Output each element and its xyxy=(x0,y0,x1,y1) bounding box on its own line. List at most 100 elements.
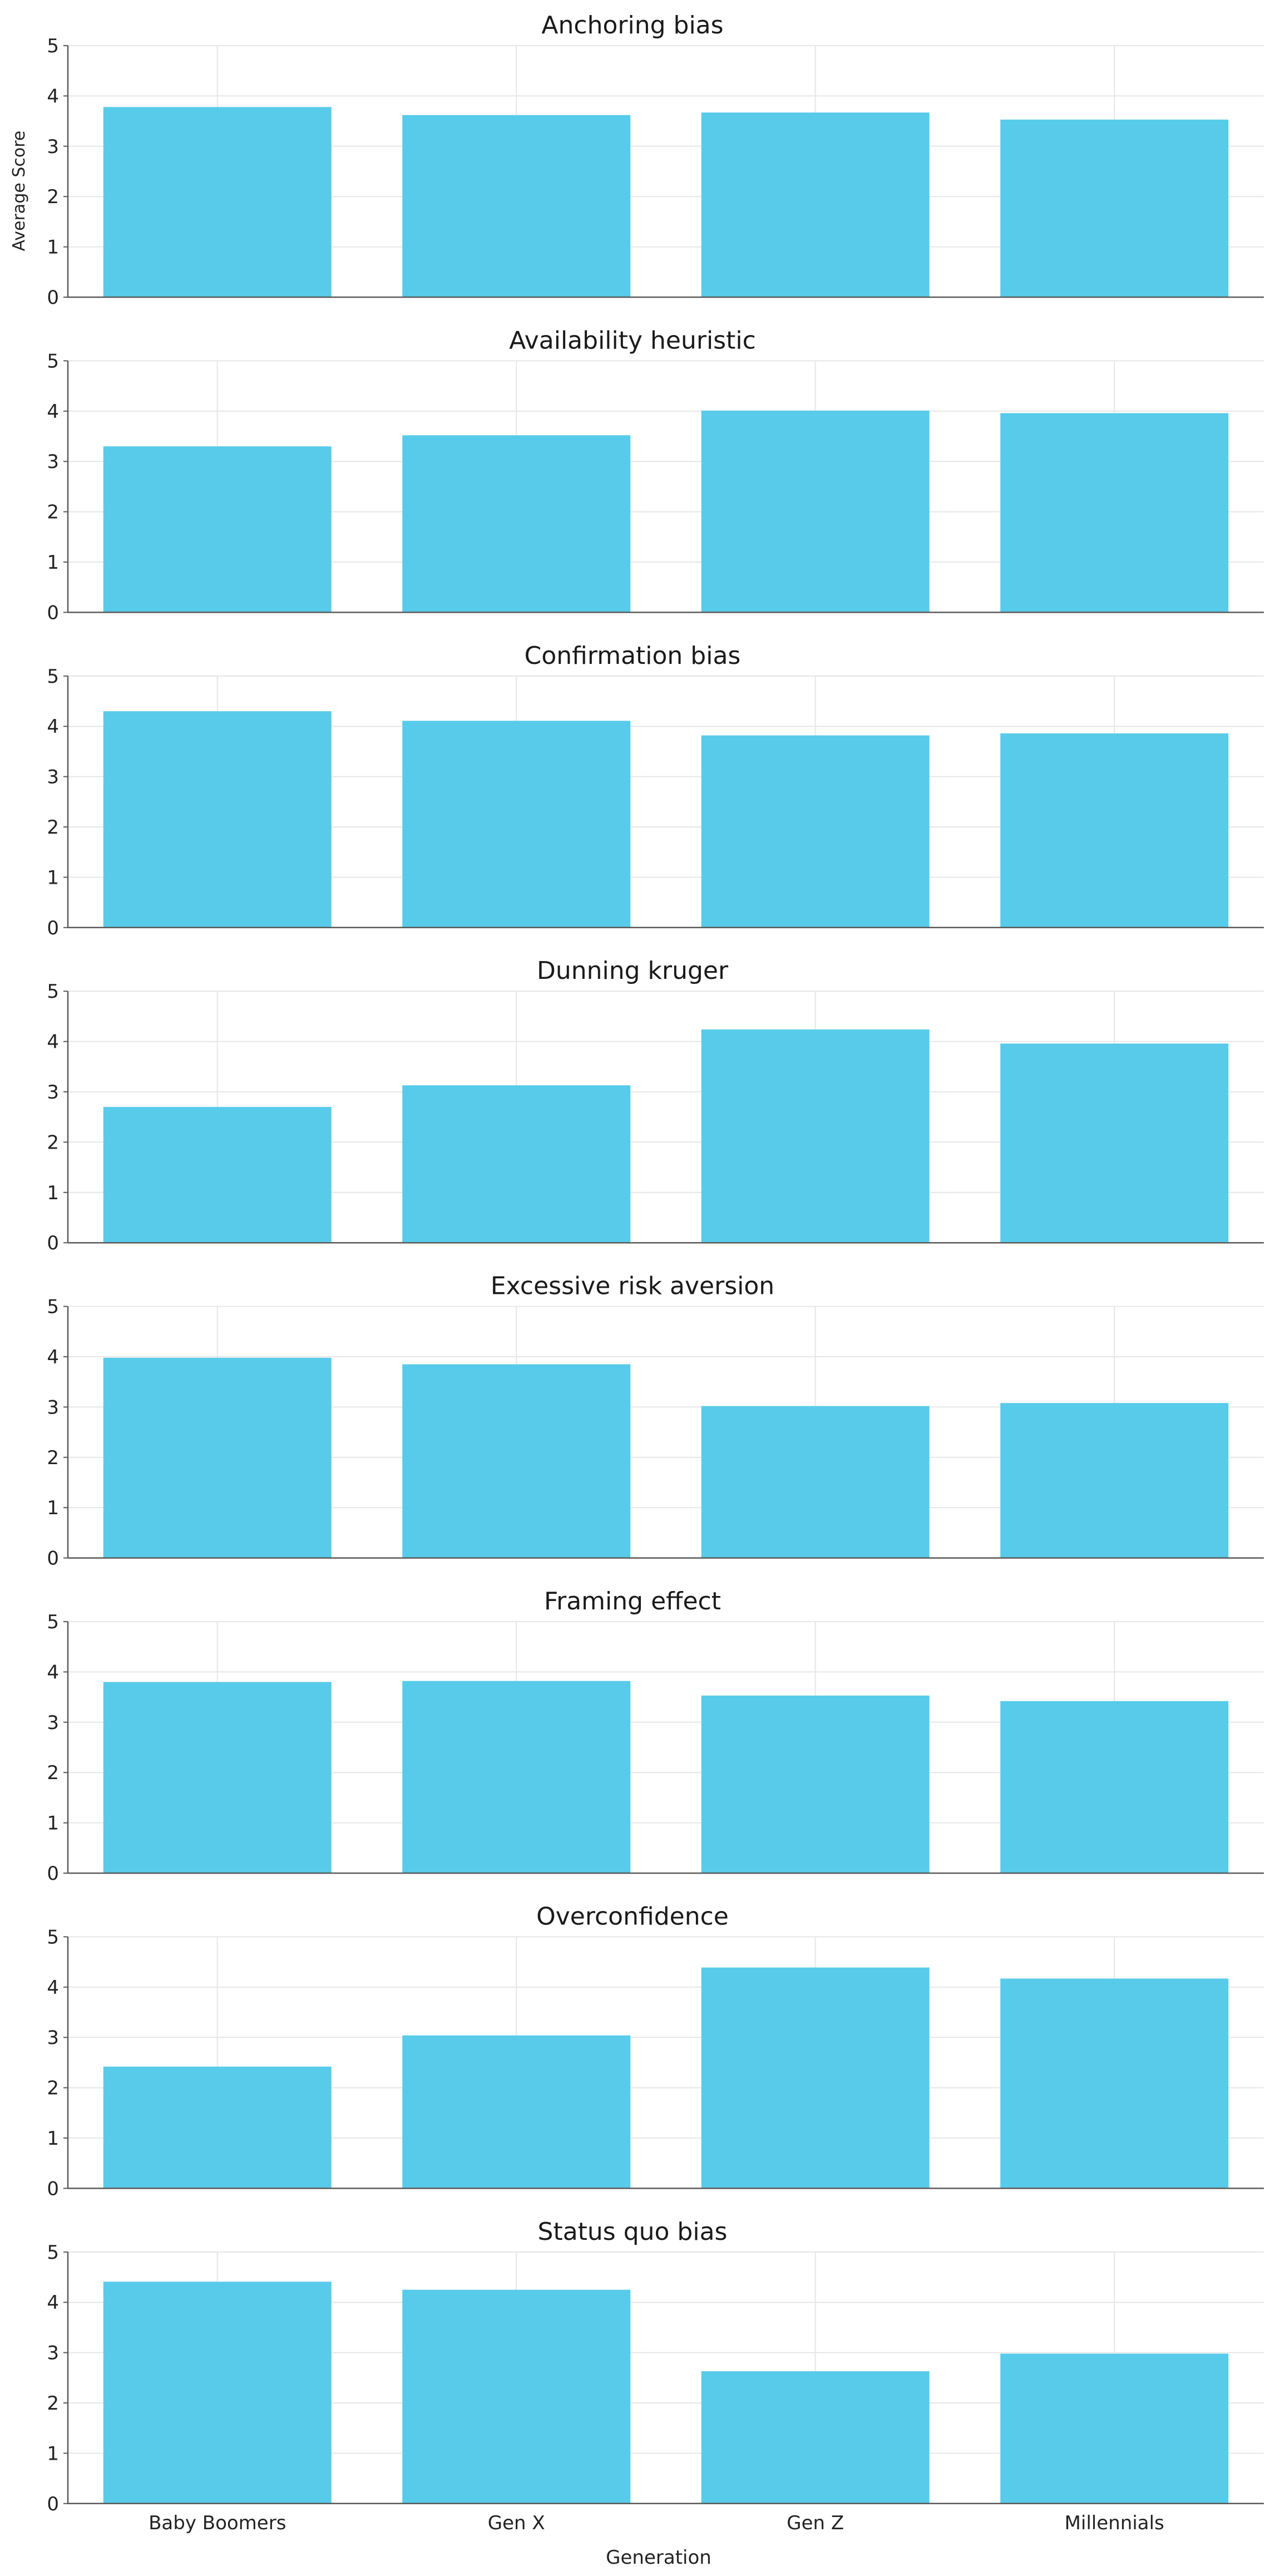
bar xyxy=(1000,1043,1229,1243)
bar xyxy=(103,107,332,297)
chart-panel: Status quo bias 0 1 2 3 4 5 Baby Boomers Gen X Ge… xyxy=(47,2218,1264,2534)
bar xyxy=(1000,2353,1229,2504)
y-tick-label: 3 xyxy=(47,1396,59,1418)
bar xyxy=(402,1364,631,1558)
panel-title: Availability heuristic xyxy=(509,326,756,354)
y-tick-label: 0 xyxy=(47,2178,59,2200)
y-tick-label: 4 xyxy=(47,716,59,738)
chart-panel: Confirmation bias 0 1 2 3 4 5 xyxy=(47,642,1264,939)
y-tick-label: 5 xyxy=(47,1611,59,1633)
panel-title: Status quo bias xyxy=(538,2218,728,2246)
bar xyxy=(402,435,631,613)
y-axis-label: Average Score xyxy=(9,131,29,252)
y-tick-label: 4 xyxy=(47,1977,59,1999)
y-tick-label: 3 xyxy=(47,766,59,789)
bar xyxy=(103,711,332,928)
y-tick-label: 0 xyxy=(47,1548,59,1570)
y-tick-label: 1 xyxy=(47,866,59,889)
y-tick-label: 3 xyxy=(47,1081,59,1104)
y-tick-label: 1 xyxy=(47,237,59,259)
bar xyxy=(701,735,930,928)
y-tick-label: 4 xyxy=(47,85,59,107)
panel-title: Confirmation bias xyxy=(525,642,741,670)
x-tick-label: Gen X xyxy=(488,2512,545,2534)
y-tick-label: 5 xyxy=(47,350,59,372)
y-tick-label: 4 xyxy=(47,1661,59,1683)
bar xyxy=(1000,1701,1229,1873)
bar xyxy=(701,1967,930,2189)
bar xyxy=(402,1085,631,1243)
bar xyxy=(701,1406,930,1558)
chart-panel: Excessive risk aversion 0 1 2 3 4 5 xyxy=(47,1272,1264,1570)
bar xyxy=(1000,1978,1229,2189)
panel-title: Excessive risk aversion xyxy=(491,1272,774,1301)
bar xyxy=(1000,413,1229,613)
bar xyxy=(402,2035,631,2189)
bar xyxy=(103,1357,332,1558)
y-tick-label: 3 xyxy=(47,1712,59,1734)
y-tick-label: 4 xyxy=(47,2292,59,2314)
y-tick-label: 4 xyxy=(47,1031,59,1053)
chart-panel: Dunning kruger 0 1 2 3 4 5 xyxy=(47,957,1264,1254)
y-tick-label: 0 xyxy=(47,602,59,624)
y-tick-label: 5 xyxy=(47,1296,59,1318)
y-tick-label: 4 xyxy=(47,1346,59,1368)
y-tick-label: 3 xyxy=(47,451,59,473)
chart-panel: Anchoring bias 0 1 2 3 4 5 xyxy=(47,11,1264,309)
y-tick-label: 2 xyxy=(47,1131,59,1154)
bar xyxy=(103,1107,332,1243)
bar xyxy=(701,2371,930,2504)
y-tick-label: 3 xyxy=(47,2027,59,2049)
chart-panel: Availability heuristic 0 1 2 3 4 5 xyxy=(47,326,1264,624)
y-tick-label: 2 xyxy=(47,2077,59,2100)
bar xyxy=(701,112,930,297)
bar xyxy=(402,2289,631,2504)
y-tick-label: 1 xyxy=(47,551,59,574)
y-tick-label: 5 xyxy=(47,2242,59,2264)
y-tick-label: 0 xyxy=(47,287,59,309)
chart-panel: Framing effect 0 1 2 3 4 5 xyxy=(47,1587,1264,1885)
y-tick-label: 1 xyxy=(47,2127,59,2150)
panel-title: Overconfidence xyxy=(536,1902,729,1930)
bar xyxy=(103,2066,332,2189)
panel-title: Anchoring bias xyxy=(541,11,723,40)
chart-panel: Overconfidence 0 1 2 3 4 5 xyxy=(47,1902,1264,2200)
y-tick-label: 5 xyxy=(47,666,59,688)
y-tick-label: 0 xyxy=(47,1863,59,1885)
bar xyxy=(103,1682,332,1873)
y-tick-label: 3 xyxy=(47,2342,59,2365)
y-tick-label: 0 xyxy=(47,917,59,939)
y-tick-label: 5 xyxy=(47,981,59,1003)
y-tick-label: 1 xyxy=(47,1812,59,1835)
y-tick-label: 2 xyxy=(47,186,59,208)
x-tick-label: Baby Boomers xyxy=(149,2512,286,2534)
bar xyxy=(1000,1403,1229,1558)
panel-title: Framing effect xyxy=(544,1587,721,1615)
bar xyxy=(402,721,631,928)
x-axis-label: Generation xyxy=(606,2547,711,2569)
y-tick-label: 2 xyxy=(47,1447,59,1469)
y-tick-label: 1 xyxy=(47,1497,59,1519)
y-tick-label: 5 xyxy=(47,1926,59,1948)
y-tick-label: 0 xyxy=(47,2493,59,2515)
bar xyxy=(1000,733,1229,928)
y-tick-label: 4 xyxy=(47,401,59,423)
bar xyxy=(103,446,332,613)
y-tick-label: 5 xyxy=(47,35,59,57)
y-tick-label: 3 xyxy=(47,136,59,158)
bar xyxy=(701,1029,930,1243)
bar xyxy=(701,410,930,613)
y-tick-label: 0 xyxy=(47,1232,59,1254)
x-tick-label: Gen Z xyxy=(787,2512,844,2534)
bar xyxy=(402,1681,631,1873)
bar xyxy=(1000,119,1229,297)
bar xyxy=(103,2282,332,2504)
y-tick-label: 2 xyxy=(47,816,59,839)
y-tick-label: 2 xyxy=(47,1762,59,1784)
x-tick-label: Millennials xyxy=(1065,2512,1164,2534)
y-tick-label: 1 xyxy=(47,2442,59,2465)
y-tick-label: 2 xyxy=(47,501,59,524)
bar xyxy=(402,115,631,297)
